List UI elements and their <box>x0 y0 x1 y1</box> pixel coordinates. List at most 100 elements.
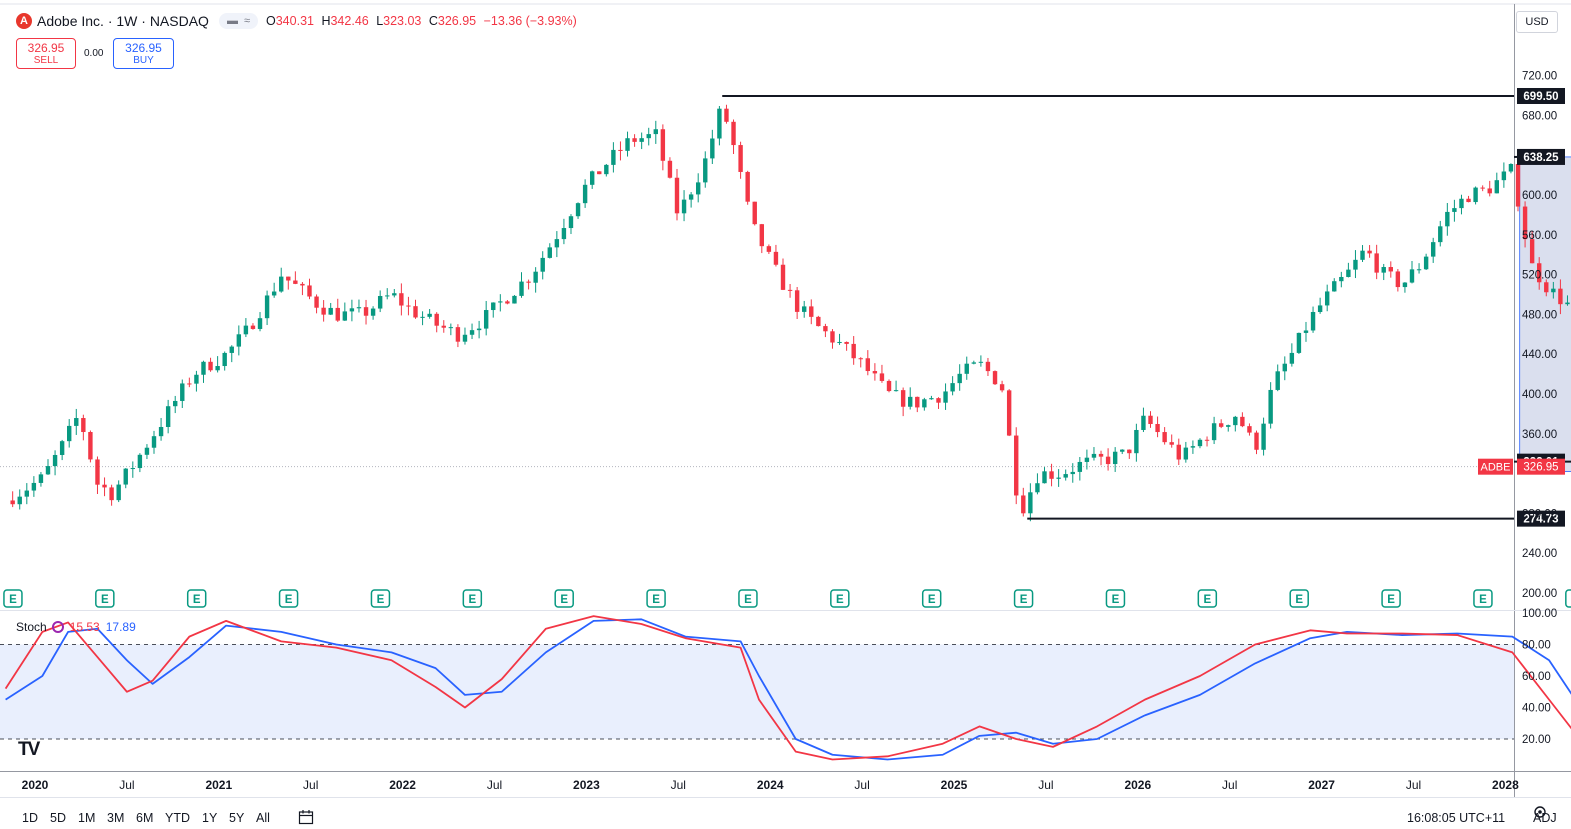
candle-body <box>151 436 157 448</box>
earnings-marker-icon[interactable] <box>1013 589 1034 608</box>
range-1d-button[interactable]: 1D <box>22 811 38 825</box>
candle-body <box>1310 311 1316 331</box>
candle-body <box>88 432 93 460</box>
current-price-tag <box>1517 458 1565 475</box>
earnings-marker-icon[interactable] <box>1473 589 1493 608</box>
legend-menu[interactable]: ▬ ≈ <box>218 13 258 29</box>
candle-body <box>766 246 772 252</box>
earnings-marker-icon[interactable] <box>186 589 207 608</box>
sell-button[interactable]: 326.95 SELL <box>16 38 76 69</box>
candle-body <box>1275 371 1280 390</box>
earnings-marker-icon[interactable] <box>921 589 942 608</box>
tradingview-logo-icon[interactable]: TV <box>18 739 40 760</box>
time-axis-tick: 2022 <box>389 778 416 792</box>
candle-body <box>1091 453 1097 458</box>
earnings-marker-icon[interactable] <box>646 589 666 608</box>
more-icon[interactable]: ▬ <box>226 15 238 27</box>
calendar-icon[interactable] <box>298 809 314 828</box>
candle-body <box>971 362 977 364</box>
stoch-name[interactable]: Stoch <box>16 620 47 634</box>
range-ytd-button[interactable]: YTD <box>165 811 190 825</box>
candle-body <box>102 484 107 488</box>
earnings-marker-icon[interactable] <box>1105 589 1126 608</box>
earnings-marker-icon[interactable] <box>1381 589 1401 608</box>
earnings-marker-icon[interactable] <box>3 589 23 608</box>
time-axis-tick: 2021 <box>205 778 232 792</box>
candle-body <box>865 358 871 372</box>
earnings-marker-label: E <box>1295 594 1303 606</box>
time-axis-tick: 2020 <box>22 778 49 792</box>
range-1y-button[interactable]: 1Y <box>202 811 218 825</box>
earnings-marker-icon[interactable] <box>830 589 850 608</box>
symbol-tag <box>1478 458 1513 475</box>
earnings-marker-label: E <box>377 594 385 606</box>
earnings-marker-icon[interactable] <box>278 589 299 608</box>
candle-body <box>526 281 531 283</box>
range-5y-button[interactable]: 5Y <box>229 811 245 825</box>
range-all-button[interactable]: All <box>256 811 270 825</box>
symbol-title[interactable]: Adobe Inc. · 1W · NASDAQ <box>37 13 209 29</box>
candle-body <box>1190 446 1196 448</box>
candle-body <box>816 316 821 327</box>
range-1m-button[interactable]: 1M <box>78 811 96 825</box>
candle-body <box>611 149 616 165</box>
candle-body <box>1381 267 1386 273</box>
candle-body <box>67 425 72 442</box>
ohlc-values: O340.31 H342.46 L323.03 C326.95 −13.36 (… <box>266 14 581 28</box>
range-3m-button[interactable]: 3M <box>107 811 125 825</box>
time-axis-tick: 2025 <box>941 778 968 792</box>
range-6m-button[interactable]: 6M <box>136 811 154 825</box>
level-price-label: 638.25 <box>1523 152 1559 164</box>
stoch-d-line <box>4 615 1571 761</box>
earnings-marker-icon[interactable] <box>370 589 391 608</box>
earnings-marker-label: E <box>193 594 201 606</box>
candle-body <box>1374 253 1379 273</box>
candle-body <box>773 251 779 265</box>
clock[interactable]: 16:08:05 UTC+11 <box>1407 811 1506 825</box>
earnings-marker-icon[interactable] <box>554 589 574 608</box>
candle-body <box>858 358 863 360</box>
range-5d-button[interactable]: 5D <box>50 811 66 825</box>
time-axis-tick: Jul <box>1038 778 1053 792</box>
candle-body <box>293 280 298 284</box>
candle-body <box>38 474 44 483</box>
currency-button[interactable]: USD <box>1516 11 1558 33</box>
price-range-box[interactable] <box>1519 156 1571 473</box>
earnings-marker-icon[interactable] <box>95 589 115 608</box>
earnings-marker-icon[interactable] <box>462 589 483 608</box>
stoch-axis-tick: 80.00 <box>1522 640 1551 652</box>
candle-body <box>1226 425 1231 427</box>
candle-body <box>1353 259 1358 270</box>
candle-body <box>802 306 807 312</box>
time-axis-tick: Jul <box>1406 778 1421 792</box>
candle-body <box>406 305 411 307</box>
buy-button[interactable]: 326.95 BUY <box>113 38 174 69</box>
candle-body <box>731 121 736 146</box>
candle-body <box>491 302 496 311</box>
candle-body <box>540 257 545 272</box>
earnings-marker-icon[interactable] <box>738 589 758 608</box>
candle-body <box>194 374 199 384</box>
gear-icon[interactable] <box>1534 806 1546 818</box>
compare-icon[interactable]: ≈ <box>243 15 250 27</box>
current-price-label: 326.95 <box>1523 462 1558 474</box>
earnings-marker-icon[interactable] <box>1197 589 1218 608</box>
adj-button[interactable]: ADJ <box>1533 811 1557 825</box>
candle-body <box>1416 269 1422 271</box>
earnings-marker-icon[interactable] <box>1289 589 1309 608</box>
time-axis-tick: 2027 <box>1308 778 1335 792</box>
candle-body <box>844 341 849 344</box>
price-axis-tick: 680.00 <box>1522 110 1557 122</box>
price-axis-tick: 720.00 <box>1522 71 1557 83</box>
candle-body <box>1112 451 1118 465</box>
sell-label: SELL <box>33 55 59 66</box>
earnings-marker-icon[interactable] <box>1565 589 1571 608</box>
earnings-marker-label: E <box>9 594 17 606</box>
candle-body <box>173 400 178 407</box>
candle-body <box>250 325 256 329</box>
stoch-visibility-icon[interactable] <box>51 621 64 633</box>
candle-body <box>1508 163 1514 172</box>
candle-body <box>674 177 680 214</box>
candle-body <box>229 346 234 353</box>
